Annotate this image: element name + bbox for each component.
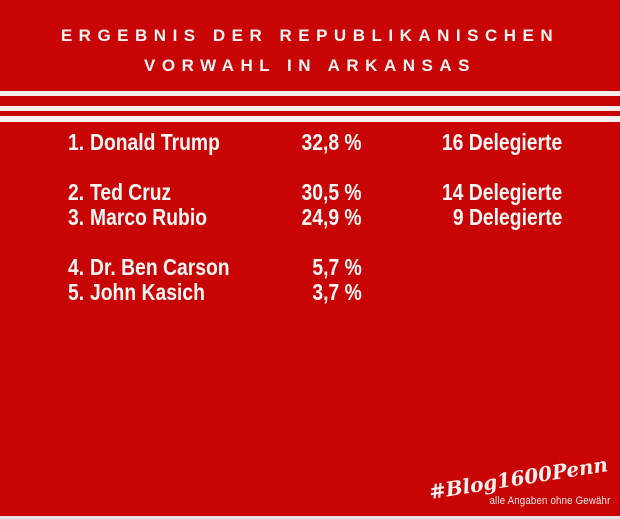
rank-cell: 2.: [68, 180, 90, 205]
candidate-name-cell: John Kasich: [90, 280, 262, 305]
rank-number: 1.: [68, 129, 85, 155]
candidate-name-cell: Marco Rubio: [90, 205, 262, 230]
title-line-1: ERGEBNIS DER REPUBLIKANISCHEN: [60, 26, 560, 45]
delegates-cell: 9 Delegierte: [362, 205, 562, 230]
result-row: 3. Marco Rubio 24,9 % 9 Delegierte: [68, 205, 562, 230]
delegates-cell: 14 Delegierte: [362, 180, 562, 205]
candidate-name-cell: Dr. Ben Carson: [90, 255, 262, 280]
disclaimer-text: alle Angaben ohne Gewähr: [489, 495, 611, 507]
percent-value: 30,5 %: [301, 179, 362, 205]
rank-cell: 5.: [68, 280, 90, 305]
rank-number: 5.: [68, 279, 85, 305]
result-row: 1. Donald Trump 32,8 % 16 Delegierte: [68, 130, 562, 155]
rank-cell: 1.: [68, 130, 90, 155]
rank-number: 2.: [68, 179, 85, 205]
divider-stripe-3: [0, 116, 620, 122]
delegates-value: 14 Delegierte: [441, 179, 562, 205]
page-title: ERGEBNIS DER REPUBLIKANISCHEN VORWAHL IN…: [0, 21, 620, 81]
percent-cell: 5,7 %: [262, 255, 362, 280]
candidate-name-cell: Ted Cruz: [90, 180, 262, 205]
candidate-name: Donald Trump: [90, 129, 220, 155]
rank-cell: 3.: [68, 205, 90, 230]
percent-value: 32,8 %: [301, 129, 362, 155]
candidate-name: Marco Rubio: [90, 204, 207, 230]
divider-stripe-1: [0, 91, 620, 96]
rank-cell: 4.: [68, 255, 90, 280]
bottom-edge-stripe: [0, 516, 620, 519]
result-row: 5. John Kasich 3,7 %: [68, 280, 562, 305]
delegates-value: 9 Delegierte: [452, 204, 562, 230]
candidate-name: Dr. Ben Carson: [90, 254, 230, 280]
delegates-cell: 16 Delegierte: [362, 130, 562, 155]
percent-cell: 24,9 %: [262, 205, 362, 230]
candidate-name-cell: Donald Trump: [90, 130, 262, 155]
rank-number: 3.: [68, 204, 85, 230]
percent-cell: 30,5 %: [262, 180, 362, 205]
percent-value: 5,7 %: [312, 254, 362, 280]
percent-value: 3,7 %: [312, 279, 362, 305]
results-table: 1. Donald Trump 32,8 % 16 Delegierte 2. …: [68, 130, 562, 305]
percent-cell: 3,7 %: [262, 280, 362, 305]
result-row: 4. Dr. Ben Carson 5,7 %: [68, 255, 562, 280]
candidate-name: Ted Cruz: [90, 179, 172, 205]
result-row: 2. Ted Cruz 30,5 % 14 Delegierte: [68, 180, 562, 205]
delegates-value: 16 Delegierte: [441, 129, 562, 155]
percent-value: 24,9 %: [301, 204, 362, 230]
title-line-2: VORWAHL IN ARKANSAS: [144, 56, 476, 75]
percent-cell: 32,8 %: [262, 130, 362, 155]
rank-number: 4.: [68, 254, 85, 280]
candidate-name: John Kasich: [90, 279, 205, 305]
delegates-cell: [362, 280, 562, 305]
delegates-cell: [362, 255, 562, 280]
divider-stripe-2: [0, 106, 620, 111]
